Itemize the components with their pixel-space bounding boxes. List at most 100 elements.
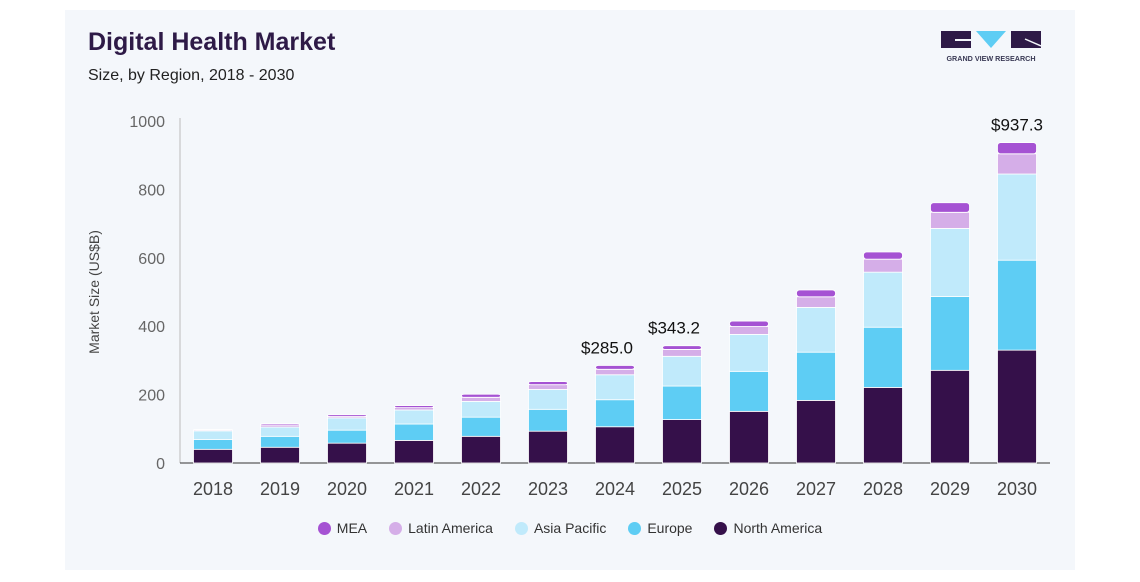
bar-segment-europe: [662, 385, 702, 420]
bar-segment-asia-pacific: [930, 227, 970, 297]
bar-segment-mea: [729, 320, 769, 327]
bar-segment-asia-pacific: [528, 389, 568, 410]
x-tick-label: 2024: [595, 479, 635, 499]
bar-segment-mea: [528, 381, 568, 386]
y-tick-label: 200: [138, 388, 165, 405]
bar-segment-asia-pacific: [997, 173, 1037, 261]
bar-segment-europe: [394, 423, 434, 441]
bar-segment-latin-america: [595, 368, 635, 376]
bar-segment-mea: [327, 414, 367, 417]
x-tick-label: 2020: [327, 479, 367, 499]
y-tick-label: 800: [138, 182, 165, 199]
legend: MEA Latin America Asia Pacific Europe North …: [0, 520, 1140, 536]
bar-segment-north-america: [997, 349, 1037, 464]
bar-segment-asia-pacific: [327, 417, 367, 431]
chart-subtitle: Size, by Region, 2018 - 2030: [88, 67, 295, 84]
data-label: $343.2: [648, 319, 700, 338]
bar-segment-asia-pacific: [394, 409, 434, 425]
grand-view-research-logo: GRAND VIEW RESEARCH: [941, 31, 1041, 63]
bar-segment-mea: [997, 142, 1037, 155]
legend-swatch: [389, 521, 403, 535]
chart-card: [65, 10, 1075, 570]
bar-segment-latin-america: [528, 384, 568, 390]
bar-segment-latin-america: [930, 211, 970, 229]
x-tick-label: 2028: [863, 479, 903, 499]
legend-item-europe[interactable]: Europe: [628, 520, 692, 536]
bar-segment-europe: [461, 416, 501, 437]
bar-segment-north-america: [528, 430, 568, 464]
x-tick-label: 2025: [662, 479, 702, 499]
legend-item-latin-america[interactable]: Latin America: [389, 520, 493, 536]
bar-segment-latin-america: [729, 326, 769, 335]
bar-segment-latin-america: [796, 296, 836, 308]
bar-segment-mea: [930, 202, 970, 213]
bar-segment-asia-pacific: [260, 426, 300, 437]
bar-segment-asia-pacific: [729, 334, 769, 372]
bar-segment-north-america: [662, 419, 702, 464]
bar-segment-mea: [461, 393, 501, 398]
legend-swatch: [514, 521, 528, 535]
legend-label: Europe: [647, 520, 693, 536]
x-tick-label: 2021: [394, 479, 434, 499]
bar-segment-latin-america: [461, 396, 501, 402]
bar-segment-mea: [796, 289, 836, 298]
x-tick-label: 2026: [729, 479, 769, 499]
x-tick-label: 2027: [796, 479, 836, 499]
legend-label: Asia Pacific: [533, 520, 607, 536]
y-tick-label: 0: [156, 456, 165, 473]
bar-segment-north-america: [193, 448, 233, 464]
bar-segment-europe: [930, 296, 970, 371]
data-label: $937.3: [991, 116, 1043, 135]
bar-segment-mea: [863, 251, 903, 260]
bar-segment-europe: [193, 439, 233, 450]
y-tick-label: 400: [138, 319, 165, 336]
legend-swatch: [628, 521, 642, 535]
bar-segment-north-america: [863, 387, 903, 464]
y-axis-title: Market Size (US$B): [86, 230, 102, 354]
y-tick-label: 600: [138, 251, 165, 268]
legend-label: North America: [733, 520, 823, 536]
bar-segment-asia-pacific: [796, 306, 836, 353]
legend-item-asia-pacific[interactable]: Asia Pacific: [514, 520, 607, 536]
bar-segment-europe: [260, 435, 300, 448]
bar-segment-asia-pacific: [193, 430, 233, 440]
bar-segment-mea: [595, 365, 635, 370]
bar-segment-asia-pacific: [595, 374, 635, 401]
bar-segment-mea: [260, 423, 300, 426]
bar-segment-asia-pacific: [461, 401, 501, 418]
x-tick-label: 2022: [461, 479, 501, 499]
bar-segment-europe: [997, 259, 1037, 351]
bar-segment-mea: [662, 345, 702, 350]
y-tick-label: 1000: [129, 114, 165, 131]
bar-segment-latin-america: [997, 153, 1037, 175]
legend-label: Latin America: [408, 520, 493, 536]
bar-segment-europe: [796, 351, 836, 401]
legend-item-north-america[interactable]: North America: [714, 520, 822, 536]
legend-label: MEA: [336, 520, 368, 536]
bar-segment-europe: [327, 429, 367, 444]
x-tick-label: 2029: [930, 479, 970, 499]
legend-item-mea[interactable]: MEA: [317, 520, 368, 536]
legend-swatch: [714, 521, 728, 535]
bar-segment-north-america: [595, 426, 635, 464]
chart-title: Digital Health Market: [88, 28, 336, 56]
bar-segment-north-america: [260, 446, 300, 464]
bar-segment-north-america: [930, 369, 970, 464]
x-tick-label: 2018: [193, 479, 233, 499]
bar-segment-latin-america: [863, 258, 903, 273]
data-label: $285.0: [581, 339, 633, 358]
bar-segment-north-america: [461, 435, 501, 464]
x-tick-label: 2023: [528, 479, 568, 499]
bar-segment-latin-america: [662, 349, 702, 357]
bar-segment-north-america: [796, 400, 836, 464]
bar-segment-north-america: [729, 410, 769, 464]
legend-swatch: [317, 521, 331, 535]
bar-segment-north-america: [394, 440, 434, 464]
bar-segment-europe: [729, 370, 769, 412]
svg-text:GRAND VIEW RESEARCH: GRAND VIEW RESEARCH: [946, 54, 1035, 63]
bar-segment-asia-pacific: [662, 355, 702, 387]
x-tick-label: 2019: [260, 479, 300, 499]
bar-segment-asia-pacific: [863, 271, 903, 328]
bar-segment-europe: [595, 399, 635, 428]
